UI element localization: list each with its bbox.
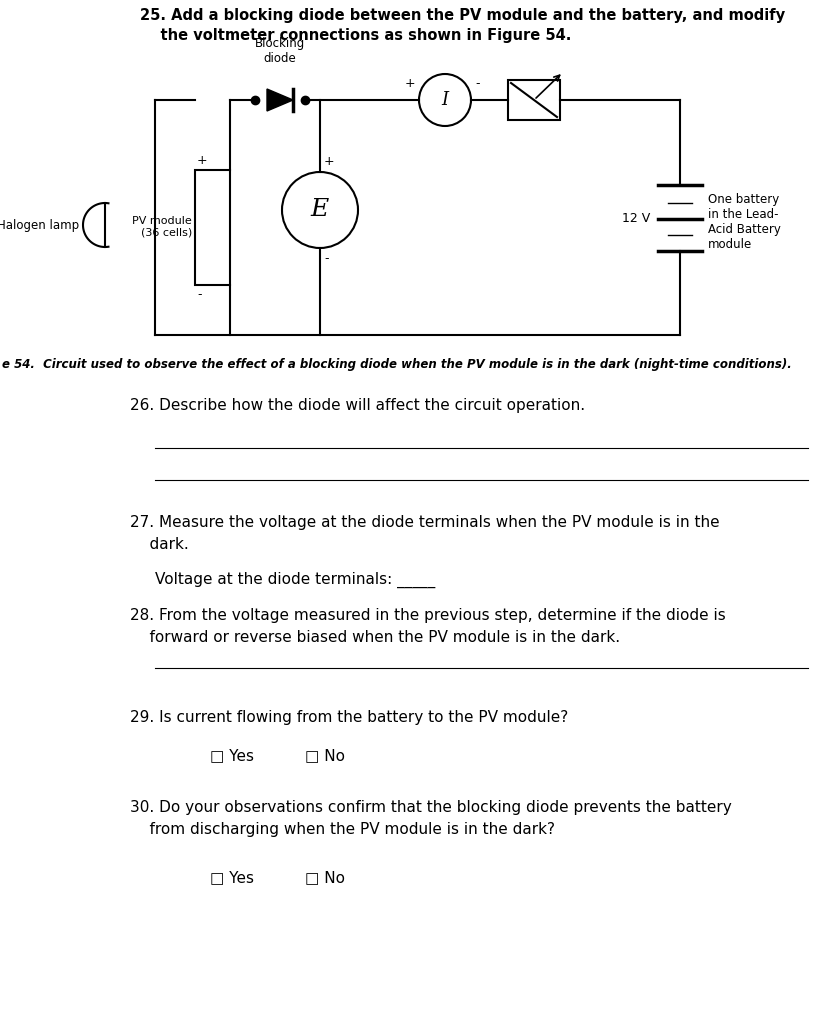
Text: the voltmeter connections as shown in Figure 54.: the voltmeter connections as shown in Fi… (140, 28, 571, 43)
Text: □ No: □ No (304, 870, 344, 885)
Text: □ Yes: □ Yes (210, 748, 253, 763)
Text: e 54.  Circuit used to observe the effect of a blocking diode when the PV module: e 54. Circuit used to observe the effect… (2, 358, 791, 371)
Text: Halogen lamp: Halogen lamp (0, 218, 79, 231)
Text: +: + (196, 154, 207, 167)
Text: 27. Measure the voltage at the diode terminals when the PV module is in the: 27. Measure the voltage at the diode ter… (130, 515, 719, 530)
Text: 12 V: 12 V (621, 212, 650, 224)
Text: -: - (475, 77, 479, 90)
Text: from discharging when the PV module is in the dark?: from discharging when the PV module is i… (130, 822, 554, 837)
Text: 30. Do your observations confirm that the blocking diode prevents the battery: 30. Do your observations confirm that th… (130, 800, 731, 815)
Text: forward or reverse biased when the PV module is in the dark.: forward or reverse biased when the PV mo… (130, 630, 619, 645)
Text: 25. Add a blocking diode between the PV module and the battery, and modify: 25. Add a blocking diode between the PV … (140, 8, 784, 23)
Text: -: - (196, 288, 201, 301)
Text: +: + (404, 77, 415, 90)
Text: □ Yes: □ Yes (210, 870, 253, 885)
Text: dark.: dark. (130, 537, 189, 552)
Text: 29. Is current flowing from the battery to the PV module?: 29. Is current flowing from the battery … (130, 710, 568, 725)
Text: -: - (324, 252, 328, 265)
Polygon shape (267, 89, 293, 111)
Text: Blocking
diode: Blocking diode (255, 37, 305, 65)
Text: +: + (324, 155, 334, 168)
Text: 26. Describe how the diode will affect the circuit operation.: 26. Describe how the diode will affect t… (130, 398, 584, 413)
Text: E: E (310, 199, 329, 221)
Text: □ No: □ No (304, 748, 344, 763)
Text: 28. From the voltage measured in the previous step, determine if the diode is: 28. From the voltage measured in the pre… (130, 608, 725, 623)
Text: Voltage at the diode terminals: _____: Voltage at the diode terminals: _____ (155, 572, 435, 588)
Text: I: I (441, 91, 448, 109)
Text: One battery
in the Lead-
Acid Battery
module: One battery in the Lead- Acid Battery mo… (707, 193, 780, 251)
Text: PV module
(36 cells): PV module (36 cells) (132, 216, 191, 238)
